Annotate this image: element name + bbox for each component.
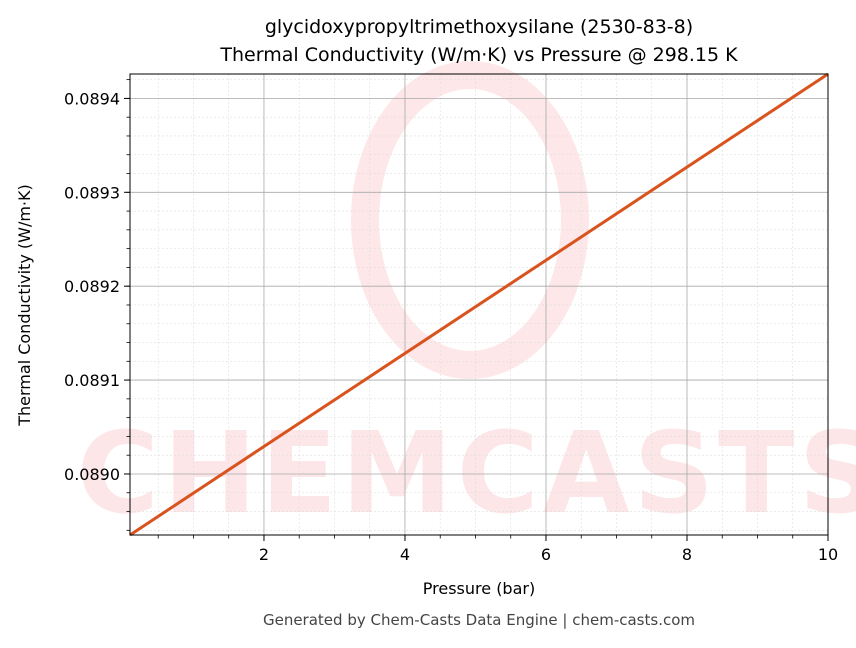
y-tick-label: 0.0893 <box>64 183 120 202</box>
chart-subtitle: Thermal Conductivity (W/m·K) vs Pressure… <box>219 44 738 66</box>
x-axis-label: Pressure (bar) <box>423 579 535 598</box>
x-tick-label: 6 <box>541 545 551 564</box>
y-tick-label: 0.0892 <box>64 277 120 296</box>
x-tick-label: 10 <box>818 545 838 564</box>
x-tick-label: 2 <box>259 545 269 564</box>
series-line <box>129 72 829 537</box>
y-axis-label: Thermal Conductivity (W/m·K) <box>15 184 34 427</box>
footer-text: Generated by Chem-Casts Data Engine | ch… <box>263 611 695 629</box>
plot-frame <box>129 73 829 536</box>
x-tick-label: 8 <box>682 545 692 564</box>
y-tick-label: 0.0890 <box>64 465 120 484</box>
y-tick-label: 0.0891 <box>64 371 120 390</box>
chart-title: glycidoxypropyltrimethoxysilane (2530-83… <box>265 16 693 38</box>
y-tick-label: 0.0894 <box>64 89 120 108</box>
x-tick-label: 4 <box>400 545 410 564</box>
